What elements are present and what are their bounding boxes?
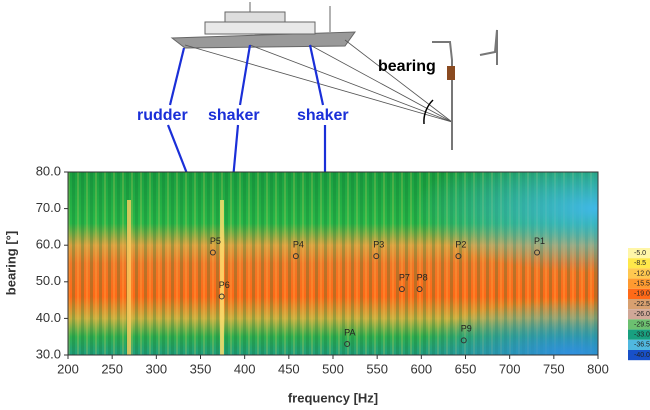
y-tick-label: 70.0 bbox=[36, 200, 61, 215]
colorbar-label: -29.5 bbox=[634, 321, 650, 328]
colorbar-swatch bbox=[628, 268, 650, 279]
ship bbox=[170, 2, 356, 49]
annotation: bearing bbox=[378, 58, 436, 75]
colorbar-swatch bbox=[628, 258, 650, 269]
colorbar-swatch bbox=[628, 309, 650, 320]
y-tick-label: 40.0 bbox=[36, 310, 61, 325]
point-label: P3 bbox=[373, 240, 384, 250]
point bbox=[344, 341, 351, 348]
colorbar-swatch bbox=[628, 350, 650, 361]
annotation: shaker bbox=[297, 107, 349, 124]
colorbar-label: -8.5 bbox=[634, 260, 646, 267]
point-label: PA bbox=[344, 327, 355, 337]
annotation: rudder bbox=[137, 107, 188, 124]
colorbar-label: -40.0 bbox=[634, 352, 650, 359]
colorbar-label: -36.5 bbox=[634, 342, 650, 349]
x-tick-label: 750 bbox=[543, 361, 565, 376]
point bbox=[209, 249, 216, 256]
annotation: shaker bbox=[208, 107, 260, 124]
point bbox=[292, 253, 299, 260]
point bbox=[460, 337, 467, 344]
colorbar-label: -19.0 bbox=[634, 291, 650, 298]
x-tick-label: 250 bbox=[101, 361, 123, 376]
point-label: P8 bbox=[417, 272, 428, 282]
colorbar-swatch bbox=[628, 248, 650, 259]
point bbox=[218, 293, 225, 300]
point-label: P7 bbox=[399, 272, 410, 282]
colorbar-swatch bbox=[628, 319, 650, 330]
x-tick-label: 550 bbox=[366, 361, 388, 376]
x-tick-label: 300 bbox=[145, 361, 167, 376]
colorbar-swatch bbox=[628, 278, 650, 289]
x-tick-label: 400 bbox=[234, 361, 256, 376]
point-label: P6 bbox=[219, 280, 230, 290]
sensor bbox=[423, 29, 498, 150]
colorbar-label: -33.0 bbox=[634, 332, 650, 339]
colorbar-swatch bbox=[628, 329, 650, 340]
x-tick-label: 800 bbox=[587, 361, 609, 376]
x-tick-label: 650 bbox=[455, 361, 477, 376]
point bbox=[416, 286, 423, 293]
x-tick-label: 450 bbox=[278, 361, 300, 376]
colorbar-swatch bbox=[628, 339, 650, 350]
point-label: P2 bbox=[455, 240, 466, 250]
colorbar-swatch bbox=[628, 288, 650, 299]
point-label: P1 bbox=[534, 236, 545, 246]
colorbar-label: -26.0 bbox=[634, 311, 650, 318]
x-tick-label: 200 bbox=[57, 361, 79, 376]
colorbar-label: -15.5 bbox=[634, 281, 650, 288]
point-label: P9 bbox=[461, 324, 472, 334]
point bbox=[398, 286, 405, 293]
x-tick-label: 700 bbox=[499, 361, 521, 376]
colorbar-label: -12.0 bbox=[634, 270, 650, 277]
x-tick-label: 600 bbox=[410, 361, 432, 376]
colorbar-swatch bbox=[628, 299, 650, 310]
point bbox=[455, 253, 462, 260]
y-axis-label: bearing [°] bbox=[3, 231, 18, 295]
colorbar-label: -5.0 bbox=[634, 250, 646, 257]
x-tick-label: 500 bbox=[322, 361, 344, 376]
y-tick-label: 80.0 bbox=[36, 163, 61, 178]
point bbox=[534, 249, 541, 256]
y-tick-label: 60.0 bbox=[36, 237, 61, 252]
x-tick-label: 350 bbox=[190, 361, 212, 376]
y-tick-label: 30.0 bbox=[36, 346, 61, 361]
point-label: P5 bbox=[210, 236, 221, 246]
spectrogram bbox=[68, 172, 598, 355]
colorbar-label: -22.5 bbox=[634, 301, 650, 308]
x-axis-label: frequency [Hz] bbox=[288, 390, 378, 405]
point-label: P4 bbox=[293, 240, 304, 250]
point bbox=[373, 253, 380, 260]
y-tick-label: 50.0 bbox=[36, 273, 61, 288]
